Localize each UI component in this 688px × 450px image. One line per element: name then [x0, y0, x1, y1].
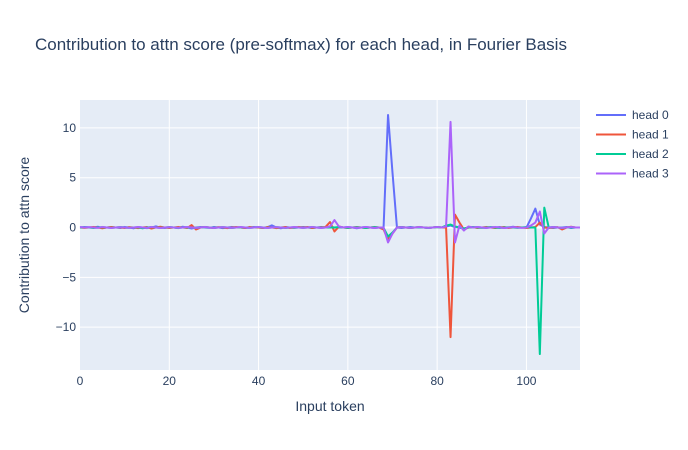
legend-item-head-0[interactable]: head 0 — [596, 108, 669, 122]
y-tick-label: 0 — [69, 221, 76, 235]
x-tick-label: 20 — [163, 374, 177, 388]
y-axis-title: Contribution to attn score — [16, 157, 32, 314]
legend-label: head 2 — [632, 147, 669, 161]
chart-title: Contribution to attn score (pre-softmax)… — [35, 35, 567, 54]
x-tick-label: 60 — [341, 374, 355, 388]
x-tick-label: 40 — [252, 374, 266, 388]
series-line-head-3 — [79, 120, 580, 244]
y-tick-labels: −10 −5 0 5 10 — [56, 121, 77, 334]
x-tick-label: 80 — [430, 374, 444, 388]
y-tick-label: 10 — [63, 121, 77, 135]
legend-item-head-2[interactable]: head 2 — [596, 147, 669, 161]
x-tick-labels: 0 20 40 60 80 100 — [77, 374, 537, 388]
legend-label: head 3 — [632, 167, 669, 181]
x-tick-label: 100 — [516, 374, 536, 388]
y-tick-label: 5 — [69, 171, 76, 185]
legend-item-head-3[interactable]: head 3 — [596, 167, 669, 181]
legend-item-head-1[interactable]: head 1 — [596, 128, 669, 142]
legend[interactable]: head 0 head 1 head 2 head 3 — [596, 108, 669, 181]
plot-background — [80, 100, 580, 370]
x-tick-label: 0 — [77, 374, 84, 388]
y-tick-label: −5 — [62, 270, 76, 284]
series-lines — [79, 113, 580, 356]
legend-label: head 1 — [632, 128, 669, 142]
y-tick-label: −10 — [56, 320, 77, 334]
legend-label: head 0 — [632, 108, 669, 122]
x-axis-title: Input token — [295, 398, 364, 414]
